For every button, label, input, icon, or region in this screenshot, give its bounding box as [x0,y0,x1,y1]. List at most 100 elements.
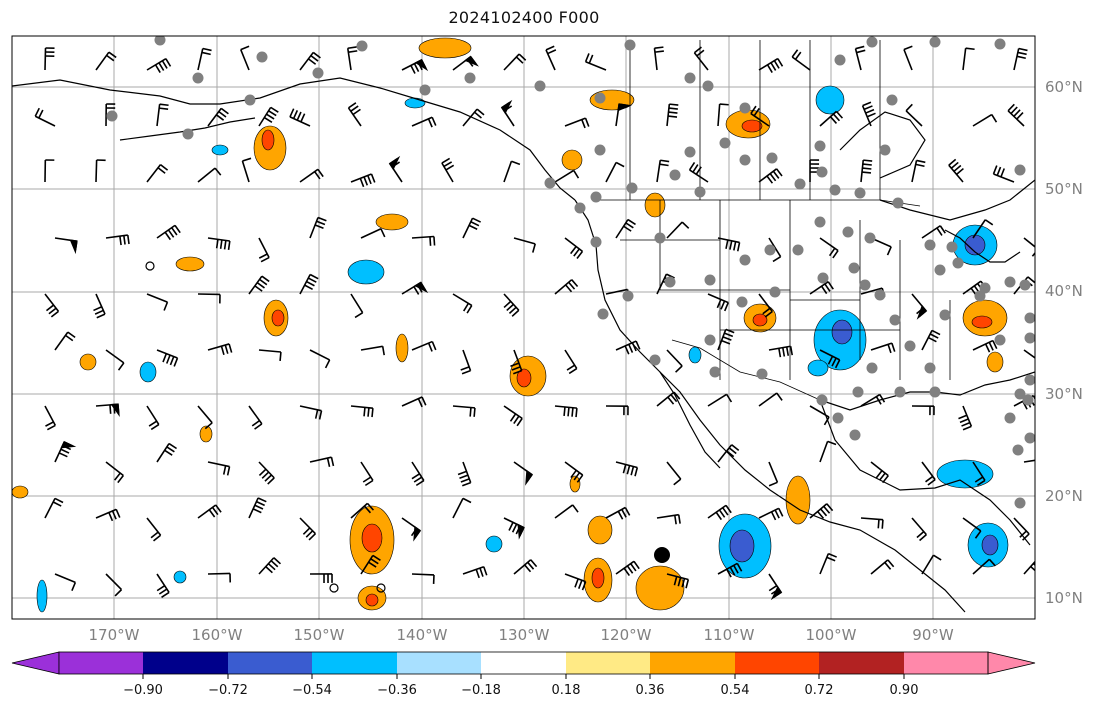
wind-barb [347,102,362,127]
wind-barb [666,349,683,373]
wind-barb [717,562,743,578]
wind-barb [411,340,437,352]
wind-barb [360,461,374,487]
station-dot [866,362,878,374]
wind-barb [809,405,830,426]
contour-blue [831,319,853,345]
wind-barb [350,502,375,519]
wind-barb [95,51,117,71]
wind-barb [545,45,557,71]
colorbar-tick-label: 0.54 [720,683,750,698]
wind-barb [791,49,811,71]
wind-barb [54,331,76,351]
wind-barb [197,293,221,304]
map-frame [11,35,1036,620]
station-dot [597,308,609,320]
station-dot [892,197,904,209]
contour-cyan [807,359,829,377]
station-dot [859,279,871,291]
wind-barb [44,47,55,71]
colorbar-extend-right [987,651,1036,675]
station-dot [756,368,768,380]
lat-label: 30°N [1045,385,1083,403]
wind-barb [360,345,385,356]
wind-barb [564,461,584,483]
contour-cyan [404,97,426,109]
wind-barb [717,328,735,351]
wind-barb [299,168,324,183]
station-dot [312,67,324,79]
contour-red [361,523,383,553]
colorbar-tick-label: −0.54 [292,683,332,698]
station-dot [1014,497,1026,509]
wind-barb [411,573,435,584]
wind-barb [460,349,472,375]
wind-barb [554,504,579,519]
station-dot [852,386,864,398]
yucatan-and-central-america [819,399,1031,546]
wind-barb [457,461,472,487]
wind-barb [197,167,222,183]
station-dot [769,286,781,298]
wind-barb [564,349,578,375]
wind-barb [289,108,311,127]
wind-barb [146,517,162,542]
station-dot [764,244,776,256]
contour-blue [729,529,755,563]
coastlines [12,77,1035,613]
contour-cyan [36,579,48,613]
wind-barb [554,405,578,418]
wind-barb [258,557,282,575]
small-circle-marker [145,261,155,271]
station-dot [814,140,826,152]
wind-barb [921,329,941,351]
station-dot [864,232,876,244]
station-dot [879,144,891,156]
wind-barb [350,405,374,418]
station-dot [929,36,941,48]
wind-barb [688,161,709,183]
wind-barb [972,339,998,353]
station-dot [256,51,268,63]
colorbar-tick-label: 0.36 [635,683,665,698]
contour-red [741,119,763,133]
station-dot [702,80,714,92]
station-dot [1022,394,1034,406]
wind-barb [1013,517,1030,541]
station-dot [829,184,841,196]
wind-barb [503,517,525,540]
station-dot [464,72,476,84]
contour-red [591,567,605,589]
wind-barb [156,573,170,599]
station-dot [739,254,751,266]
wind-barb [360,554,381,575]
wind-barb [462,108,485,127]
wind-barb [309,573,333,583]
contour-orange [375,213,409,231]
wind-barb [309,349,331,369]
contour-cyan [688,346,702,364]
wind-barb [666,461,682,486]
colorbar-segment [566,652,650,674]
wind-barb [860,393,886,407]
station-dot [709,366,721,378]
contour-cyan [936,459,994,489]
station-dot [182,128,194,140]
station-dot [792,244,804,256]
wind-barb [44,293,60,318]
wind-barb [441,157,455,183]
contour-cyan [173,570,187,584]
wind-barb [819,110,844,127]
wind-barb [1023,349,1035,359]
wind-barb [911,293,928,320]
small-circle-marker [329,583,339,593]
wind-barb [207,461,231,476]
wind-barb [452,405,476,417]
lat-label: 50°N [1045,180,1083,198]
wind-barb [653,46,664,71]
wind-barb [258,349,282,362]
state-lines [620,200,951,380]
station-dot [704,334,716,346]
wind-barb [309,456,335,468]
station-dot [1014,388,1026,400]
